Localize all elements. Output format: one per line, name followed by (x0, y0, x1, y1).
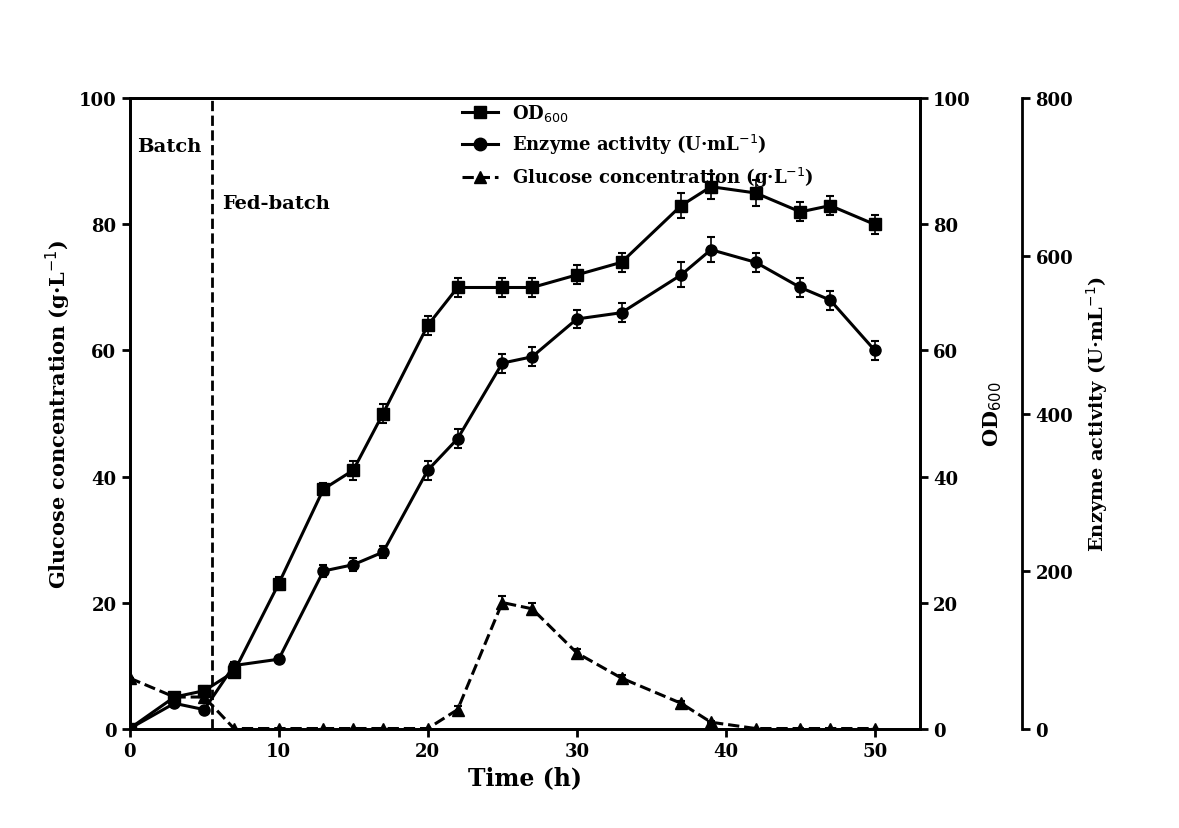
Text: Fed-batch: Fed-batch (222, 195, 330, 213)
Y-axis label: Enzyme activity (U·mL$^{-1}$): Enzyme activity (U·mL$^{-1}$) (1085, 277, 1111, 551)
X-axis label: Time (h): Time (h) (468, 765, 581, 789)
Legend: OD$_{600}$, Enzyme activity (U·mL$^{-1}$), Glucose concentration (g·L$^{-1}$): OD$_{600}$, Enzyme activity (U·mL$^{-1}$… (455, 96, 822, 197)
Y-axis label: OD$_{600}$: OD$_{600}$ (982, 382, 1005, 446)
Text: Batch: Batch (137, 138, 202, 156)
Y-axis label: Glucose concentration (g·L$^{-1}$): Glucose concentration (g·L$^{-1}$) (44, 239, 73, 589)
